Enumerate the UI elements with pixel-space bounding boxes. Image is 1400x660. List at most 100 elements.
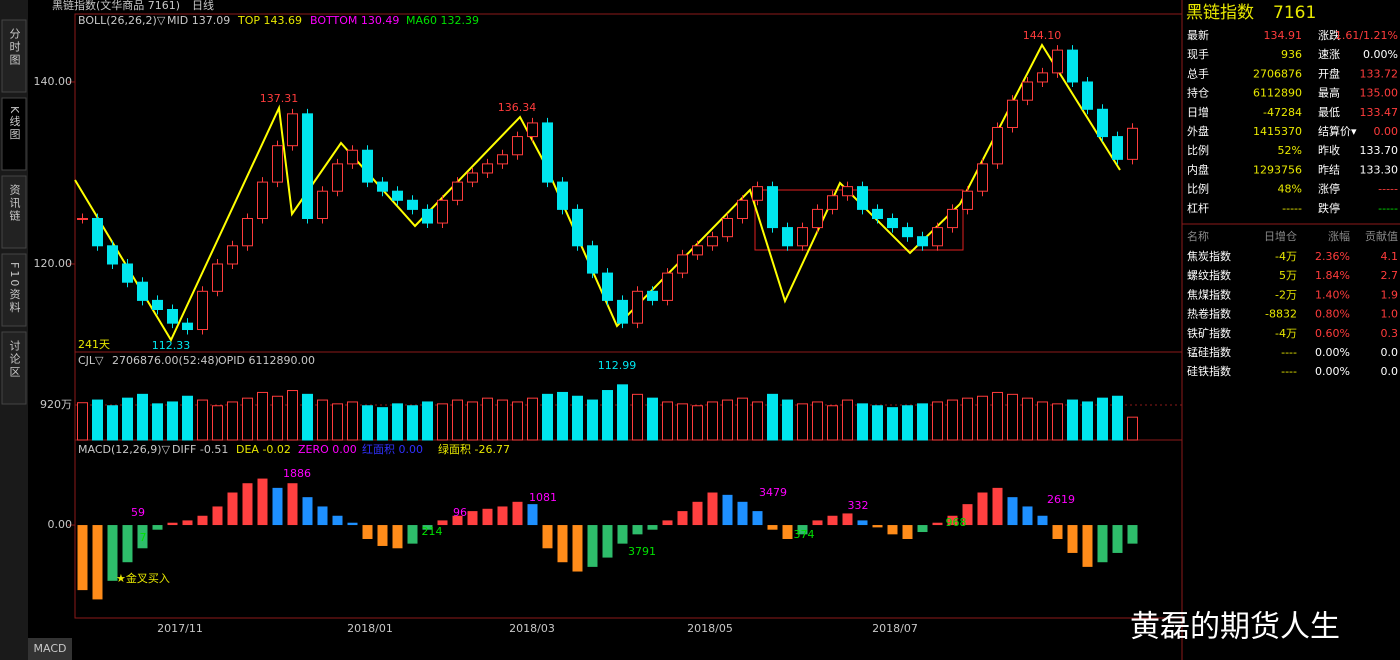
- volume-bar: [647, 397, 658, 441]
- sidebar-tab[interactable]: [1, 97, 27, 171]
- sidebar-tab-label[interactable]: F10资料: [8, 262, 21, 314]
- quote-value: 0.00%: [1363, 48, 1398, 61]
- candle: [467, 172, 478, 183]
- volume-bar: [752, 401, 763, 441]
- macd-annotation: 1886: [283, 467, 311, 480]
- volume-bar: [77, 402, 88, 441]
- candle: [572, 208, 583, 247]
- macd-bar: [542, 525, 553, 549]
- macd-bar: [947, 515, 958, 526]
- price-annotation: 112.99: [598, 359, 637, 372]
- related-cell: 0.00%: [1315, 365, 1350, 378]
- macd-annotation: 2619: [1047, 493, 1075, 506]
- bottom-tab[interactable]: MACD: [34, 642, 67, 655]
- watermark: 黄磊的期货人生: [1130, 610, 1340, 645]
- candle: [752, 186, 763, 201]
- macd-bar: [932, 522, 943, 526]
- quote-label: 持仓: [1187, 86, 1209, 100]
- quote-value: 52%: [1278, 144, 1302, 157]
- candle: [602, 272, 613, 301]
- indicator-label: MA60 132.39: [406, 14, 479, 27]
- volume-bar: [482, 397, 493, 441]
- candle: [677, 254, 688, 274]
- quote-label: 比例: [1187, 143, 1209, 157]
- volume-bar: [437, 403, 448, 441]
- sidebar-tab-label[interactable]: 资讯链: [8, 184, 21, 223]
- sidebar-tab-label[interactable]: 讨论区: [8, 340, 21, 379]
- related-cell[interactable]: 锰硅指数: [1187, 345, 1231, 359]
- related-cell: 1.84%: [1315, 269, 1350, 282]
- candle: [107, 245, 118, 265]
- candle: [692, 245, 703, 256]
- quote-label: 内盘: [1187, 162, 1209, 176]
- quote-value: -----: [1282, 202, 1302, 215]
- macd-annotation: 1081: [529, 491, 557, 504]
- related-cell[interactable]: 铁矿指数: [1187, 326, 1231, 340]
- price-tick-label: 140.00: [34, 75, 73, 88]
- candle: [272, 145, 283, 183]
- sidebar-tab[interactable]: [1, 19, 27, 93]
- x-axis-label: 2018/01: [347, 622, 393, 635]
- x-axis-label: 2017/11: [157, 622, 203, 635]
- candle: [197, 290, 208, 331]
- volume-bar: [947, 399, 958, 441]
- volume-bar: [257, 391, 268, 441]
- candle: [347, 149, 358, 165]
- related-cell[interactable]: 焦煤指数: [1187, 287, 1231, 301]
- related-cell[interactable]: 热卷指数: [1187, 307, 1231, 321]
- macd-bar: [617, 525, 628, 544]
- quote-label: 开盘: [1318, 66, 1340, 80]
- quote-label: 总手: [1187, 66, 1209, 80]
- header-period[interactable]: 日线: [192, 0, 214, 12]
- macd-bar: [242, 483, 253, 526]
- volume-bar: [872, 405, 883, 441]
- quote-label: 现手: [1187, 47, 1209, 61]
- related-header: 贡献值: [1365, 229, 1398, 243]
- macd-indicator: ZERO 0.00: [298, 443, 357, 456]
- macd-bar: [1067, 525, 1078, 553]
- related-cell[interactable]: 焦炭指数: [1187, 249, 1231, 263]
- sidebar-tab-label[interactable]: K线图: [8, 106, 21, 141]
- macd-annotation: 3479: [759, 486, 787, 499]
- price-annotation: 136.34: [498, 101, 537, 114]
- candle: [992, 126, 1003, 165]
- sidebar-tab-label[interactable]: 分时图: [8, 28, 21, 67]
- volume-bar: [917, 403, 928, 441]
- related-cell: 1.0: [1381, 308, 1399, 321]
- volume-bar: [662, 401, 673, 441]
- candle: [437, 199, 448, 224]
- candle: [722, 217, 733, 238]
- volume-bar: [497, 399, 508, 441]
- candle: [1022, 81, 1033, 101]
- macd-indicator: 红面积 0.00: [362, 443, 423, 456]
- macd-bar: [182, 520, 193, 526]
- quote-value: 133.30: [1360, 163, 1399, 176]
- macd-bar: [722, 494, 733, 526]
- candle: [917, 236, 928, 247]
- price-annotation: 112.33: [152, 339, 191, 352]
- candle: [1067, 49, 1078, 83]
- bottom-tab-bg[interactable]: [28, 638, 72, 660]
- candle: [902, 227, 913, 238]
- volume-bar: [527, 397, 538, 441]
- macd-bar: [437, 520, 448, 526]
- macd-bar: [407, 525, 418, 544]
- sidebar-tab[interactable]: [1, 175, 27, 249]
- macd-bar: [962, 504, 973, 526]
- macd-bar: [392, 525, 403, 549]
- related-cell[interactable]: 硅铁指数: [1187, 364, 1231, 378]
- macd-bar: [422, 525, 433, 530]
- macd-bar: [737, 501, 748, 526]
- sidebar-tab[interactable]: [1, 331, 27, 405]
- x-axis-label: 2018/07: [872, 622, 918, 635]
- related-cell[interactable]: 螺纹指数: [1187, 268, 1231, 282]
- macd-bar: [1007, 497, 1018, 526]
- sidebar-tab[interactable]: [1, 253, 27, 327]
- price-annotation: 144.10: [1023, 29, 1062, 42]
- macd-indicator: DEA -0.02: [236, 443, 291, 456]
- volume-bar: [1037, 401, 1048, 441]
- macd-bar: [317, 506, 328, 526]
- related-cell: 2.7: [1381, 269, 1399, 282]
- macd-bar: [677, 511, 688, 526]
